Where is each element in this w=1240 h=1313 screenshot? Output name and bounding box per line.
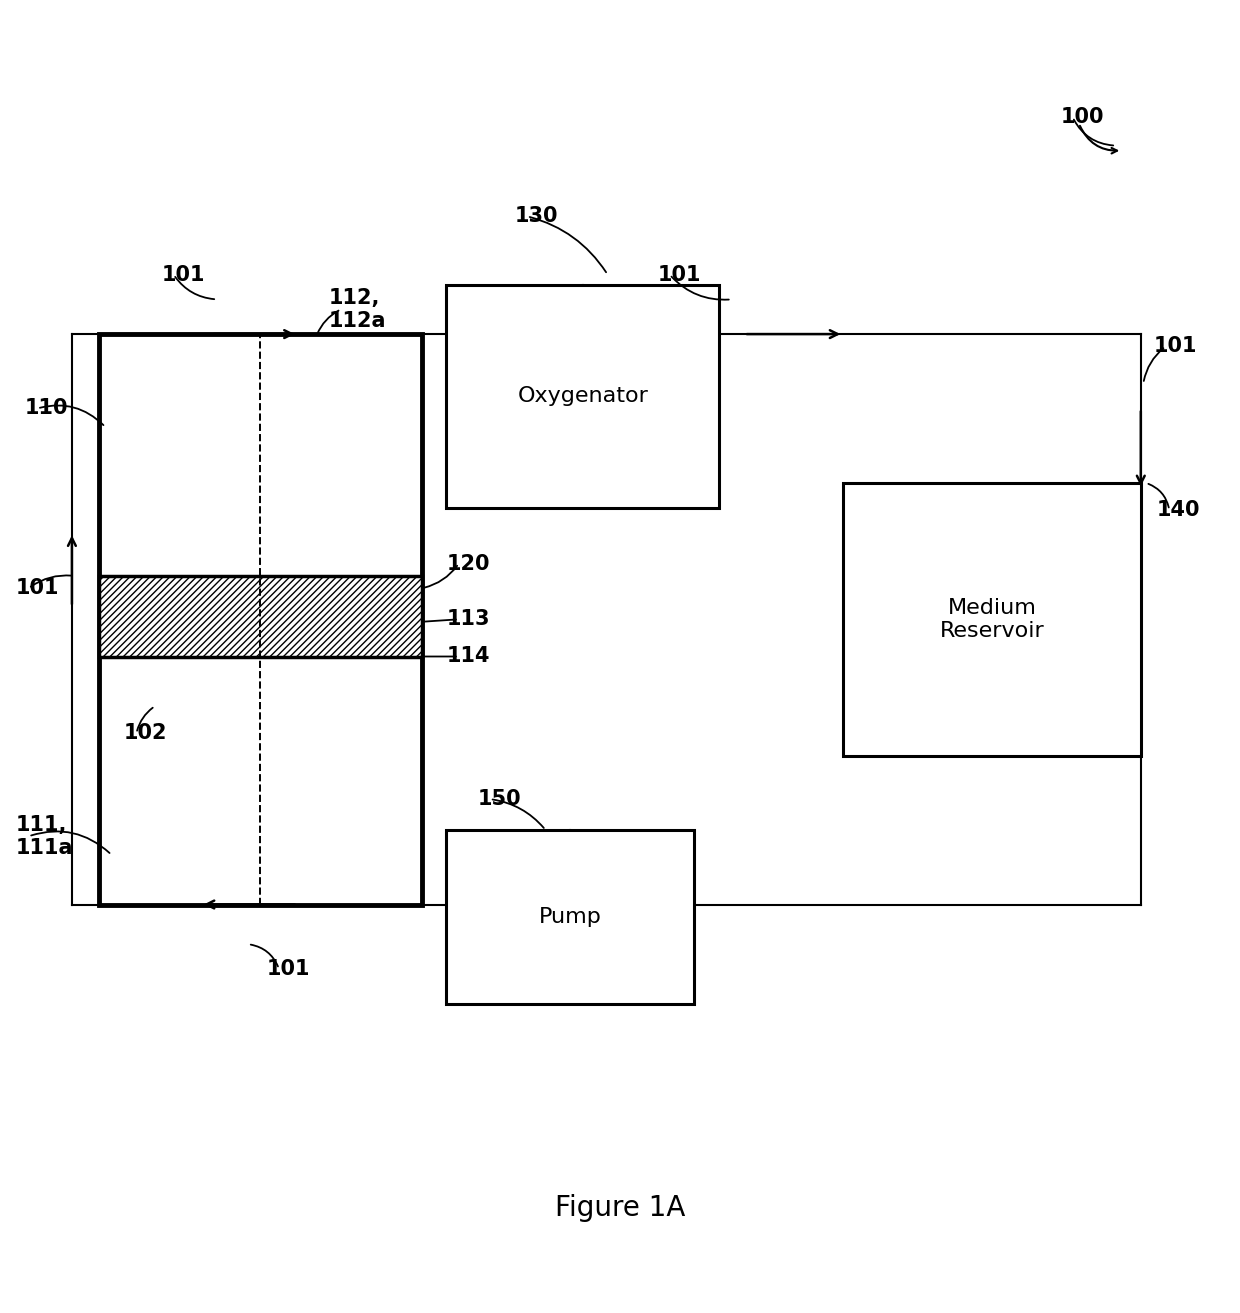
Text: 120: 120 bbox=[446, 554, 490, 574]
Text: 130: 130 bbox=[515, 206, 558, 226]
Text: 150: 150 bbox=[477, 789, 521, 809]
Text: 102: 102 bbox=[124, 723, 167, 743]
Text: 101: 101 bbox=[16, 578, 60, 599]
Text: 111,
111a: 111, 111a bbox=[16, 814, 73, 857]
Text: 101: 101 bbox=[657, 265, 701, 285]
Bar bbox=[99, 334, 422, 905]
Text: 114: 114 bbox=[446, 646, 490, 667]
Text: 101: 101 bbox=[161, 265, 205, 285]
Text: 112,
112a: 112, 112a bbox=[329, 288, 386, 331]
Text: 140: 140 bbox=[1157, 500, 1200, 520]
Text: Pump: Pump bbox=[539, 907, 601, 927]
Bar bbox=[446, 830, 694, 1003]
Text: 110: 110 bbox=[25, 399, 68, 419]
Bar bbox=[843, 483, 1141, 756]
Text: 100: 100 bbox=[1060, 108, 1104, 127]
Text: Medium
Reservoir: Medium Reservoir bbox=[940, 597, 1044, 641]
Text: 101: 101 bbox=[267, 958, 310, 979]
Bar bbox=[446, 285, 719, 508]
Text: Oxygenator: Oxygenator bbox=[517, 386, 649, 406]
Bar bbox=[99, 576, 422, 656]
Text: 101: 101 bbox=[1153, 336, 1197, 357]
Text: 113: 113 bbox=[446, 609, 490, 629]
Text: Figure 1A: Figure 1A bbox=[554, 1195, 686, 1222]
